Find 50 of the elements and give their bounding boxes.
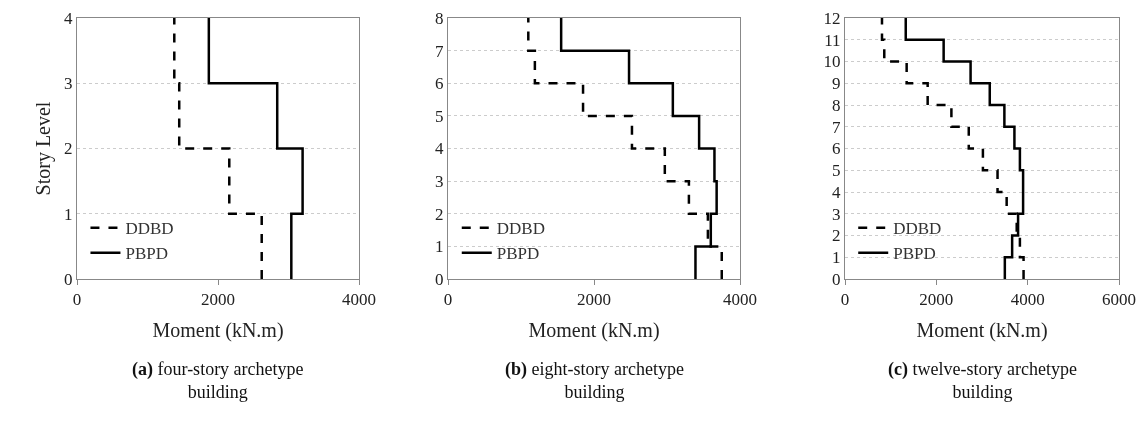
- y-axis-title: Story Level: [31, 101, 55, 196]
- x-axis-title: Moment (kN.m): [152, 318, 284, 342]
- y-tick-label: 7: [435, 41, 445, 61]
- line-series: [880, 18, 1025, 279]
- y-tick-label: 5: [832, 161, 841, 181]
- x-axis-title: Moment (kN.m): [528, 318, 660, 342]
- line-series: [207, 18, 304, 279]
- x-tick-label: 4000: [342, 290, 376, 310]
- x-tick-label: 2000: [201, 290, 235, 310]
- y-tick-label: 0: [832, 269, 841, 289]
- y-tick-label: 4: [64, 8, 74, 28]
- legend-label: PBPD: [496, 244, 540, 264]
- y-tick-label: 3: [832, 204, 841, 224]
- x-tick-label: 6000: [1102, 290, 1136, 310]
- legend-label: DDBD: [893, 219, 942, 239]
- y-tick-label: 4: [435, 139, 445, 159]
- text: (b) eight-story archetype building: [505, 359, 684, 403]
- line-series: [173, 18, 263, 279]
- y-tick-label: 2: [832, 226, 841, 246]
- x-axis-title: Moment (kN.m): [916, 318, 1048, 342]
- y-tick-label: 8: [435, 8, 444, 28]
- y-tick-label: 1: [832, 248, 841, 268]
- legend-label: DDBD: [125, 219, 174, 239]
- y-tick-label: 8: [832, 95, 841, 115]
- x-tick-label: 4000: [723, 290, 757, 310]
- y-tick-label: 1: [435, 237, 444, 257]
- text: (c) twelve-story archetype building: [888, 359, 1077, 403]
- y-tick-label: 6: [832, 139, 841, 159]
- y-tick-label: 3: [435, 172, 444, 192]
- y-tick-label: 9: [832, 74, 841, 94]
- y-tick-label: 2: [64, 139, 73, 159]
- text: (a) four-story archetype building: [132, 359, 304, 403]
- y-tick-label: 6: [435, 74, 444, 94]
- y-tick-label: 3: [64, 74, 73, 94]
- legend-label: PBPD: [125, 244, 168, 264]
- y-tick-label: 2: [435, 204, 444, 224]
- y-tick-label: 10: [823, 52, 841, 72]
- y-tick-label: 7: [832, 117, 842, 137]
- y-tick-label: 0: [64, 269, 73, 289]
- x-tick-label: 2000: [919, 290, 954, 310]
- y-tick-label: 0: [435, 269, 444, 289]
- y-tick-label: 4: [832, 182, 842, 202]
- y-tick-label: 1: [64, 204, 73, 224]
- x-tick-label: 2000: [577, 290, 611, 310]
- x-tick-label: 4000: [1010, 290, 1045, 310]
- y-tick-label: 12: [823, 8, 841, 28]
- legend-label: DDBD: [496, 219, 545, 239]
- legend-label: PBPD: [893, 244, 936, 264]
- y-tick-label: 11: [824, 30, 841, 50]
- y-tick-label: 5: [435, 106, 444, 126]
